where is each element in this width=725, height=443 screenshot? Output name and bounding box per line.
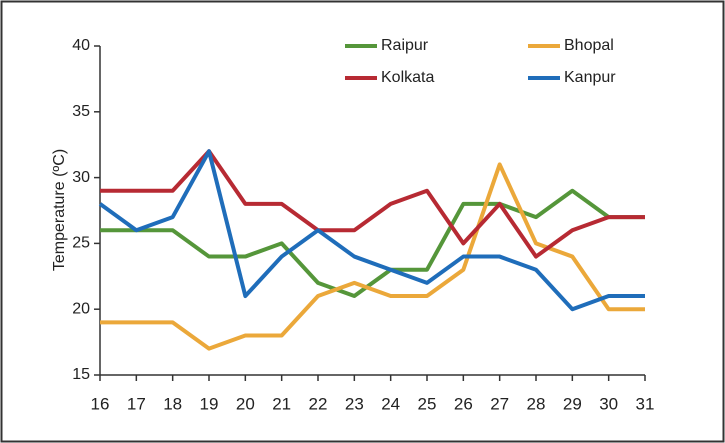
y-tick-label: 40 — [72, 37, 90, 54]
x-tick-label: 21 — [272, 394, 291, 413]
x-tick-label: 25 — [418, 394, 437, 413]
y-tick-label: 20 — [72, 300, 90, 317]
y-tick-label: 25 — [72, 235, 90, 252]
x-tick-label: 29 — [563, 394, 582, 413]
x-tick-label: 22 — [309, 394, 328, 413]
x-tick-label: 27 — [490, 394, 509, 413]
x-tick-label: 28 — [527, 394, 546, 413]
x-tick-label: 19 — [200, 394, 219, 413]
legend-label: Kanpur — [564, 69, 616, 86]
x-tick-label: 18 — [163, 394, 182, 413]
series-line — [100, 162, 645, 351]
legend-label: Bhopal — [564, 37, 614, 54]
y-tick-label: 30 — [72, 169, 90, 186]
x-tick-label: 20 — [236, 394, 255, 413]
x-tick-label: 24 — [381, 394, 400, 413]
x-tick-label: 31 — [636, 394, 655, 413]
series-line — [98, 149, 645, 312]
y-tick-label: 35 — [72, 103, 90, 120]
y-axis-label: Temperature (ºC) — [51, 149, 68, 271]
legend-label: Raipur — [381, 37, 429, 54]
y-tick-label: 15 — [72, 366, 90, 383]
x-tick-label: 16 — [91, 394, 110, 413]
series-line — [100, 188, 645, 299]
x-tick-label: 23 — [345, 394, 364, 413]
x-tick-label: 30 — [599, 394, 618, 413]
x-tick-label: 26 — [454, 394, 473, 413]
x-tick-label: 17 — [127, 394, 146, 413]
series-line — [100, 149, 645, 259]
legend-label: Kolkata — [381, 69, 434, 86]
